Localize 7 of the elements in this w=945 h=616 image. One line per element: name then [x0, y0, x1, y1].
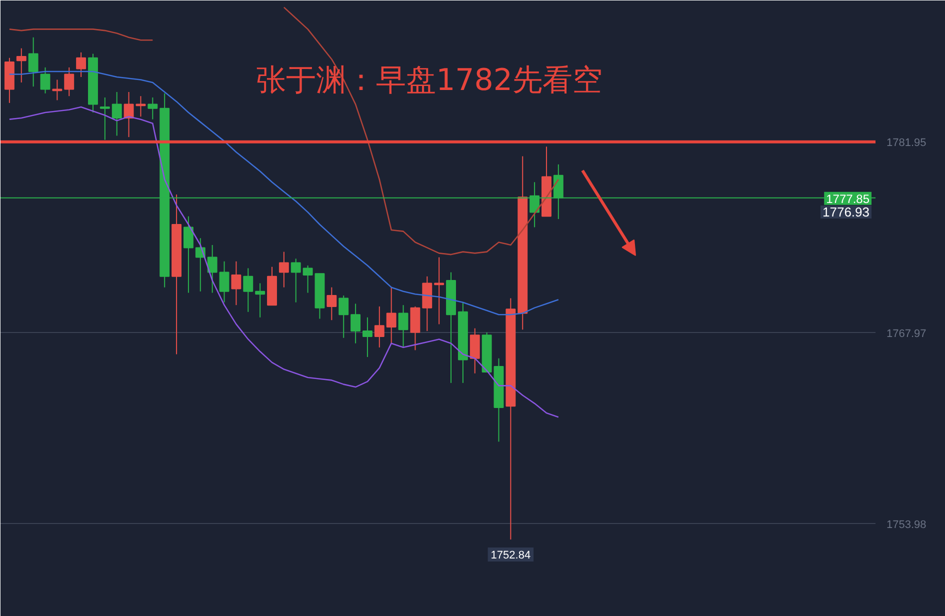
text: 1776.93	[822, 204, 870, 220]
annotation: 1752.84	[490, 549, 531, 562]
y-tick-label: 1753.98	[886, 518, 926, 531]
y-tick-label: 1781.95	[886, 136, 926, 149]
ref-line-label: 1777.85	[826, 192, 870, 206]
y-tick-label: 1767.97	[886, 328, 926, 340]
text: 张于渊：早盘1782先看空	[256, 63, 602, 98]
